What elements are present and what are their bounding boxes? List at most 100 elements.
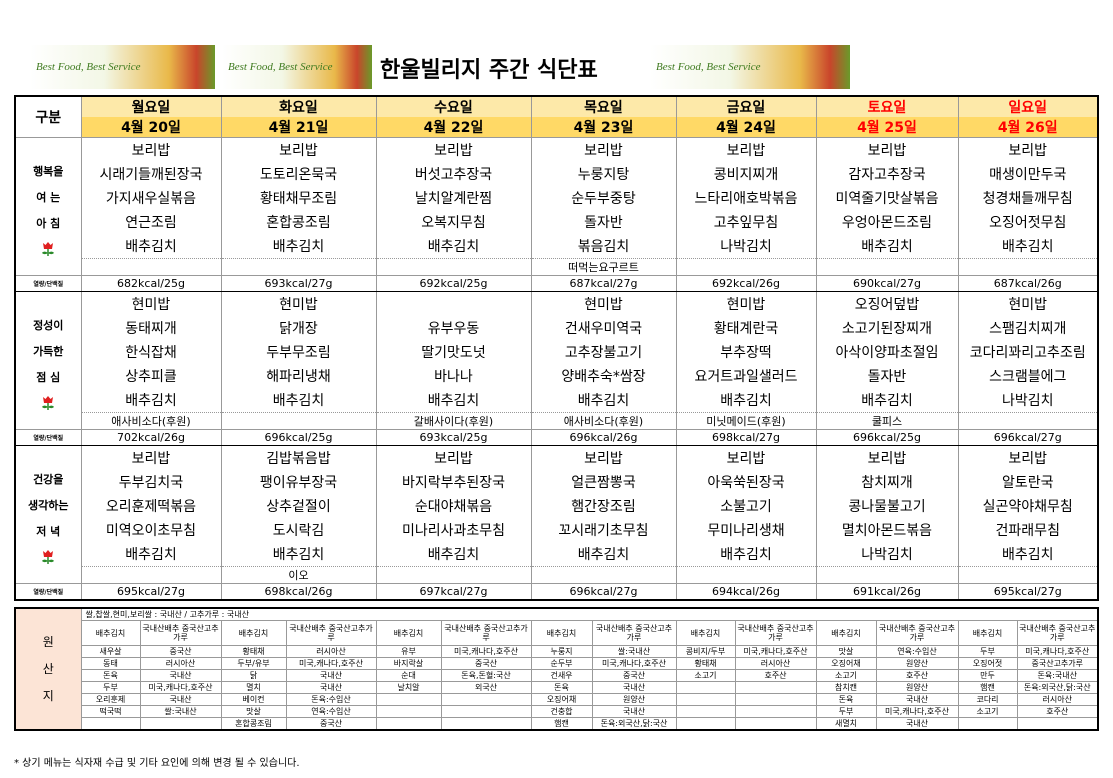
menu-item: 오복지무침 [375, 210, 532, 234]
kcal-value: 696kcal/27g [957, 429, 1099, 446]
origin-source: 미국,캐나다,호주산 [875, 705, 959, 718]
menu-item: 바지락부추된장국 [375, 470, 532, 494]
menu-item: 나박김치 [957, 388, 1099, 413]
menu-item: 현미밥 [220, 291, 377, 316]
menu-item: 배추김치 [530, 388, 677, 413]
menu-row: 한식잡채 두부무조림 딸기맛도넛 고추장불고기 부추장떡 아삭이양파초절임 코다리꽈리고추조… [15, 340, 1099, 364]
origin-item: 닭 [220, 669, 287, 682]
kcal-value: 687kcal/26g [957, 275, 1099, 292]
menu-item: 실곤약야채무침 [957, 494, 1099, 518]
origin-source [734, 693, 817, 706]
origin-source [440, 717, 532, 731]
menu-item: 두부김치국 [80, 470, 222, 494]
day-date: 4월 26일 [957, 117, 1099, 138]
header-label: 구분 [14, 96, 82, 138]
menu-item: 현미밥 [530, 291, 677, 316]
footer-note: * 상기 메뉴는 식자재 수급 및 기타 요인에 의해 변경 될 수 있습니다. [14, 758, 300, 769]
kcal-value: 693kcal/25g [375, 429, 532, 446]
menu-item: 배추김치 [957, 234, 1099, 259]
extra-item: 미닛메이드(후원) [675, 412, 817, 430]
menu-item: 오징어젓무침 [957, 210, 1099, 234]
menu-item: 황태계란국 [675, 316, 817, 340]
menu-item: 보리밥 [375, 137, 532, 162]
extra-item [957, 566, 1099, 584]
origin-item [375, 705, 442, 718]
kcal-value: 693kcal/27g [220, 275, 377, 292]
origin-source: 러시아산 [1016, 693, 1099, 706]
menu-item: 순두부중탕 [530, 186, 677, 210]
origin-source [734, 717, 817, 731]
day-name: 수요일 [375, 96, 532, 117]
menu-row: 시래기들깨된장국 도토리온묵국 버섯고추장국 누룽지탕 콩비지찌개 감자고추장국 매생이만두… [15, 162, 1099, 186]
origin-source: 러시아산 [734, 657, 817, 670]
origin-source: 국내산 [875, 693, 959, 706]
menu-item: 상추겉절이 [220, 494, 377, 518]
origin-item: 새우살 [80, 645, 141, 658]
day-row: 구분 월요일 화요일 수요일 목요일 금요일 토요일 일요일 [14, 96, 1099, 138]
menu-row: 배추김치 배추김치 배추김치 배추김치 배추김치 배추김치 나박김치 [15, 388, 1099, 413]
day-date: 4월 22일 [375, 117, 532, 138]
menu-item: 고추잎무침 [675, 210, 817, 234]
origin-row: 동태 러시아산 두부/유부 미국,캐나다,호주산 바지락살 중국산 순두부 미국,캐나다,호주… [15, 657, 1099, 670]
menu-item: 나박김치 [815, 542, 959, 567]
menu-item: 팽이유부장국 [220, 470, 377, 494]
origin-item: 배추김치 [815, 620, 877, 646]
origin-source: 외국산 [440, 681, 532, 694]
menu-item: 보리밥 [815, 137, 959, 162]
origin-item: 햄캔 [957, 681, 1018, 694]
origin-label-char: 지 [42, 688, 54, 703]
menu-item: 배추김치 [220, 234, 377, 259]
menu-item: 딸기맛도넛 [375, 340, 532, 364]
menu-item: 유부우동 [375, 316, 532, 340]
origin-item: 황태채 [220, 645, 287, 658]
day-date: 4월 25일 [815, 117, 959, 138]
extra-item: 애사비소다(후원) [80, 412, 222, 430]
origin-source: 국내산배추 중국산고추가루 [285, 620, 377, 646]
extra-item [675, 566, 817, 584]
menu-item: 나박김치 [675, 234, 817, 259]
menu-item: 배추김치 [675, 388, 817, 413]
menu-item: 배추김치 [957, 542, 1099, 567]
origin-item: 돈육 [80, 669, 141, 682]
menu-item: 보리밥 [675, 137, 817, 162]
menu-item: 배추김치 [80, 234, 222, 259]
kcal-value: 694kcal/26g [675, 583, 817, 601]
menu-item: 아욱쑥된장국 [675, 470, 817, 494]
origin-item: 오징어젓 [957, 657, 1018, 670]
menu-item: 보리밥 [957, 445, 1099, 470]
extra-item [375, 566, 532, 584]
origin-source: 돈육:국내산 [1016, 669, 1099, 682]
origin-source: 원양산 [875, 657, 959, 670]
origin-source: 연육:수입산 [285, 705, 377, 718]
extra-item: 갈배사이다(후원) [375, 412, 532, 430]
menu-item: 멸치아몬드볶음 [815, 518, 959, 542]
menu-row: 가지새우실볶음 황태채무조림 날치알계란찜 순두부중탕 느타리애호박볶음 미역줄기맛살볶음… [15, 186, 1099, 210]
kcal-value: 696kcal/25g [815, 429, 959, 446]
extra-item [220, 258, 377, 276]
menu-item: 양배추숙*쌈장 [530, 364, 677, 388]
flower-icon [16, 549, 80, 568]
origin-item: 만두 [957, 669, 1018, 682]
origin-item: 오징어채 [530, 693, 593, 706]
extra-item [957, 412, 1099, 430]
origin-source: 미국,캐나다,호주산 [591, 657, 677, 670]
flower-icon [16, 395, 80, 414]
origin-source: 러시아산 [285, 645, 377, 658]
origin-table: 원 산 지 쌀,찹쌀,현미,보리쌀 : 국내산 / 고추가루 : 국내산 배추김치 국내산… [14, 607, 1099, 731]
menu-item: 배추김치 [815, 388, 959, 413]
origin-source: 국내산배추 중국산고추가루 [875, 620, 959, 646]
menu-item: 김밥볶음밥 [220, 445, 377, 470]
extra-item [220, 412, 377, 430]
origin-source [734, 705, 817, 718]
extra-item [675, 258, 817, 276]
menu-item: 배추김치 [675, 542, 817, 567]
menu-item: 알토란국 [957, 470, 1099, 494]
kcal-label: 열량/단백질 [14, 583, 82, 601]
origin-source: 쌀:국내산 [591, 645, 677, 658]
kcal-value: 695kcal/27g [80, 583, 222, 601]
menu-item: 순대야채볶음 [375, 494, 532, 518]
origin-row: 떡국떡 쌀:국내산 맛살 연육:수입산 건충합 국내산 두부 미국,캐나다,호주산 소고기 호주산 [15, 705, 1099, 718]
menu-item: 배추김치 [815, 234, 959, 259]
day-date: 4월 21일 [220, 117, 377, 138]
